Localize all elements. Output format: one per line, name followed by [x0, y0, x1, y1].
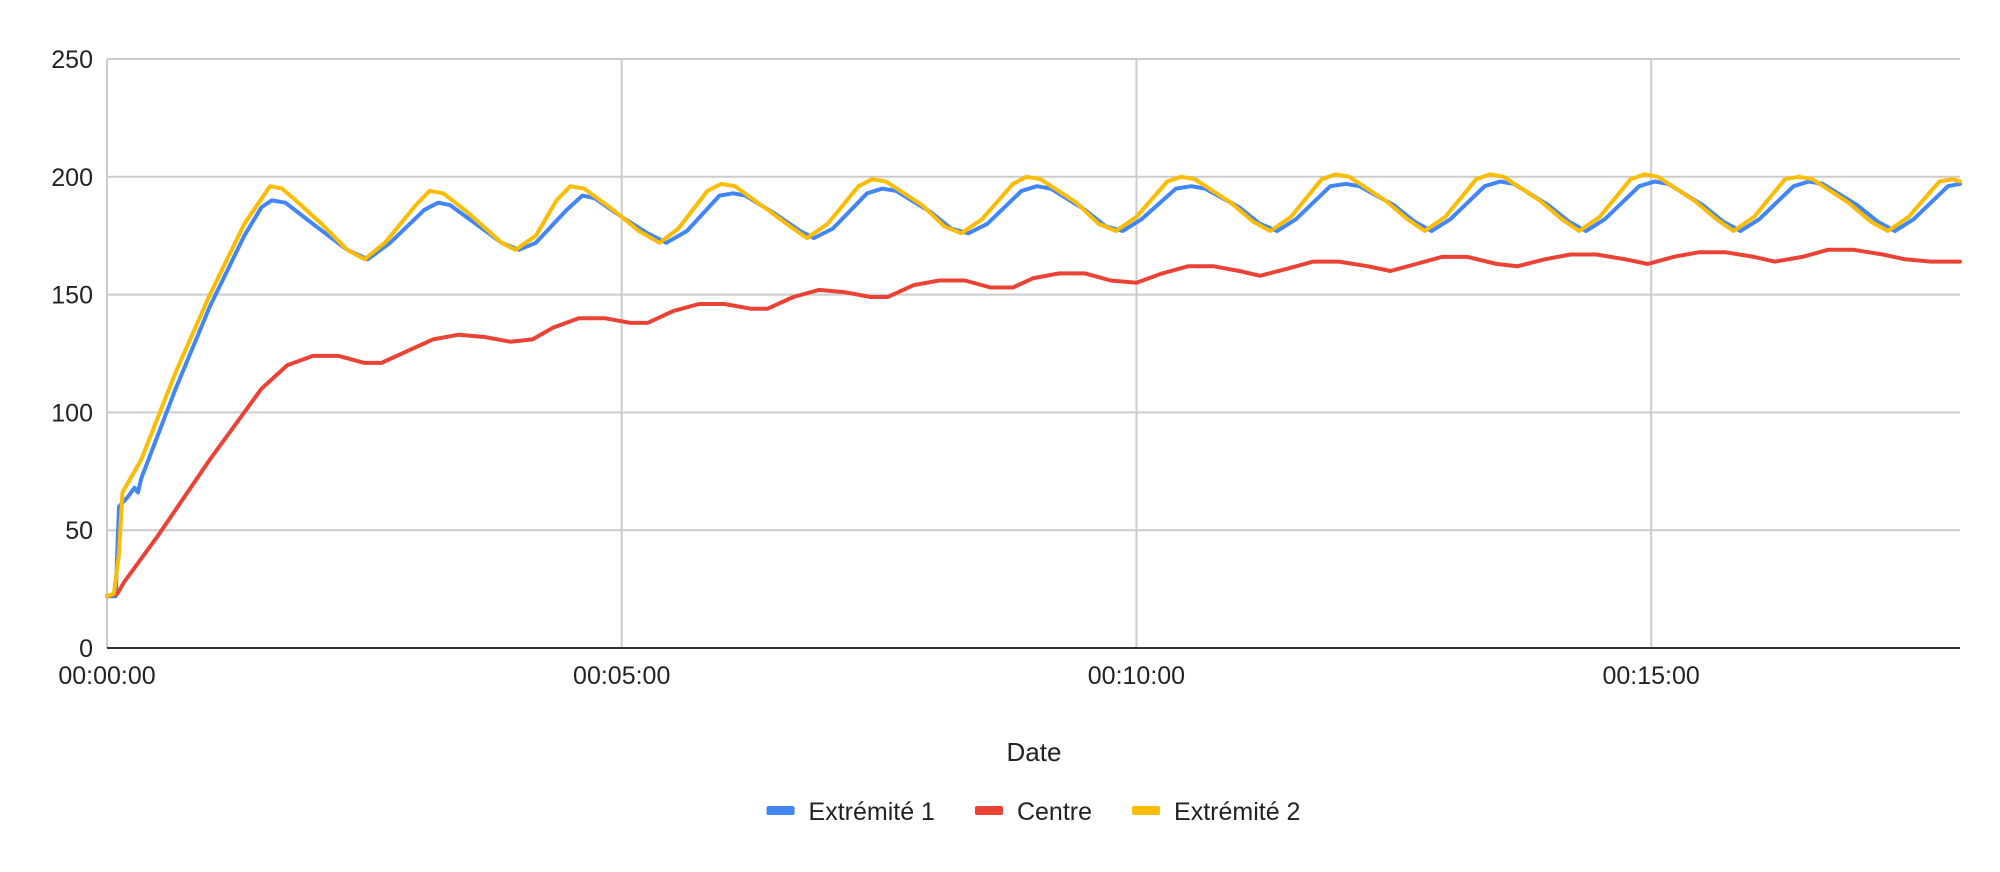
x-tick-label: 00:15:00	[1603, 662, 1700, 690]
y-tick-label: 150	[51, 282, 93, 310]
series-lines	[105, 172, 1962, 599]
legend-swatch	[1132, 806, 1161, 815]
legend-swatch	[974, 806, 1003, 815]
x-tick-label: 00:00:00	[58, 662, 155, 690]
y-tick-label: 0	[79, 635, 93, 663]
legend-swatch	[766, 806, 795, 815]
y-tick-label: 100	[51, 399, 93, 427]
gridlines	[106, 58, 1960, 648]
legend-label: Centre	[1017, 798, 1092, 826]
legend-item: Extrémité 1	[766, 798, 935, 826]
x-tick-label: 00:10:00	[1088, 662, 1185, 690]
legend-label: Extrémité 2	[1174, 798, 1300, 826]
series-line-2	[105, 247, 1962, 599]
legend-item: Extrémité 2	[1132, 798, 1300, 826]
x-tick-label: 00:05:00	[573, 662, 670, 690]
legend: Extrémité 1 Centre Extrémité 2	[766, 798, 1300, 826]
axes: 0 50 100 150 200 250 00:00:00 00:05:00 00:10:00 0…	[51, 46, 1960, 690]
y-tick-label: 250	[51, 46, 93, 74]
x-axis-label: Date	[1007, 737, 1062, 767]
legend-label: Extrémité 1	[809, 798, 935, 826]
series-line-3	[105, 172, 1962, 599]
legend-item: Centre	[974, 798, 1092, 826]
y-tick-label: 50	[65, 517, 93, 545]
y-tick-label: 200	[51, 164, 93, 192]
